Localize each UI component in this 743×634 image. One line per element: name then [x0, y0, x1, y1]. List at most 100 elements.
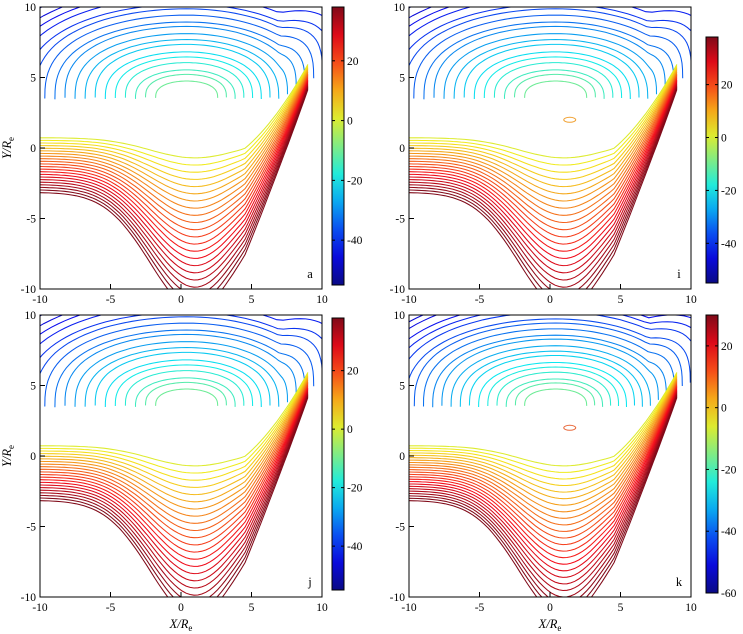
- contour-line: [450, 345, 651, 407]
- contour-line: [487, 366, 620, 407]
- contour-line: [40, 80, 309, 259]
- x-tick-label: 10: [316, 294, 328, 306]
- x-tick-label: 5: [249, 294, 255, 306]
- y-tick-label: -10: [390, 592, 406, 604]
- x-tick-label: 10: [316, 602, 328, 614]
- contour-line: [323, 0, 743, 99]
- contour-line: [40, 393, 309, 596]
- closed-contour: [563, 424, 577, 431]
- contour-line: [493, 62, 614, 98]
- contour-line: [483, 56, 623, 99]
- contour-line: [40, 396, 309, 597]
- contour-line: [409, 78, 678, 245]
- contour-line: [40, 88, 309, 289]
- contour-line: [84, 346, 280, 407]
- contour-line: [409, 383, 678, 532]
- contour-line: [409, 7, 691, 51]
- contour-line: [40, 84, 309, 281]
- contour-line: [468, 354, 636, 406]
- x-tick-label: 5: [249, 602, 255, 614]
- contour-line: [40, 71, 309, 202]
- colorbar: [331, 317, 345, 591]
- contour-line: [40, 386, 309, 553]
- contour-line: [432, 334, 667, 408]
- contour-line: [40, 7, 322, 37]
- colorbar-tick-label: -20: [721, 464, 737, 476]
- contour-line: [40, 86, 309, 289]
- contour-line: [409, 68, 678, 188]
- y-tick-label: 10: [394, 2, 406, 14]
- contour-line: [40, 384, 309, 539]
- colorbar: [705, 314, 719, 594]
- contour-line: [94, 43, 271, 98]
- contour-line: [409, 77, 678, 238]
- contour-line: [124, 62, 245, 98]
- contour-line: [40, 83, 309, 274]
- contour-line: [40, 67, 309, 180]
- x-tick-label: 10: [685, 602, 697, 614]
- contour-line: [313, 261, 743, 407]
- contour-line: [409, 389, 678, 572]
- contour-line: [409, 373, 678, 473]
- contour-line: [134, 69, 236, 99]
- colorbar-tick-label: -40: [347, 541, 363, 553]
- contour-line: [409, 85, 678, 288]
- contour-line: [409, 72, 678, 209]
- contour-line: [84, 38, 280, 99]
- contour-line: [473, 51, 631, 100]
- contour-line: [54, 329, 306, 408]
- contour-line: [40, 376, 309, 496]
- contour-line: [155, 388, 219, 406]
- colorbar-tick-label: -60: [721, 588, 737, 600]
- y-tick-label: 10: [394, 310, 406, 322]
- contour-line: [333, 0, 743, 100]
- x-tick-label: -10: [32, 294, 48, 306]
- contour-line: [409, 395, 678, 597]
- contour-line: [409, 377, 678, 500]
- contour-line: [40, 372, 309, 467]
- contour-line: [409, 83, 678, 274]
- colorbar-tick-label: 0: [721, 403, 727, 415]
- contour-line: [40, 375, 309, 488]
- contour-line: [40, 387, 309, 560]
- contour-line: [40, 77, 309, 238]
- contour-line: [409, 396, 678, 597]
- contour-line: [104, 359, 262, 408]
- colorbar-tick-label: 0: [347, 116, 353, 128]
- contour-line: [40, 382, 309, 532]
- contour-line: [155, 80, 219, 98]
- x-tick-label: 10: [685, 294, 697, 306]
- contour-line: [104, 51, 262, 100]
- contour-line: [40, 397, 309, 597]
- contour-line: [134, 377, 236, 407]
- y-tick-label: 5: [30, 381, 36, 393]
- contour-line: [409, 71, 678, 202]
- x-tick-label: 0: [547, 294, 553, 306]
- contour-line: [478, 361, 628, 408]
- contour-line: [40, 394, 309, 597]
- y-tick-label: -10: [21, 592, 37, 604]
- contour-line: [40, 76, 309, 231]
- contour-line: [114, 56, 254, 99]
- contour-line: [40, 380, 309, 517]
- y-tick-label: 5: [30, 73, 36, 85]
- contour-line: [409, 379, 678, 513]
- contour-line: [524, 80, 588, 98]
- contour-line: [409, 8, 691, 73]
- contour-line: [409, 397, 678, 597]
- y-axis-label: Y/Re: [0, 445, 16, 467]
- y-axis-label: Y/Re: [0, 137, 16, 159]
- contour-lines: [323, 0, 743, 289]
- colorbar-tick-label: 20: [347, 366, 359, 378]
- contour-line: [40, 64, 309, 159]
- contour-line: [409, 376, 678, 493]
- contour-line: [413, 14, 684, 99]
- x-tick-label: -5: [106, 294, 116, 306]
- contour-line: [40, 68, 309, 188]
- contour-line: [409, 374, 678, 480]
- contour-line: [94, 351, 271, 406]
- contour-line: [40, 388, 309, 567]
- x-axis-label: X/Re: [538, 617, 562, 633]
- contour-line: [40, 379, 309, 510]
